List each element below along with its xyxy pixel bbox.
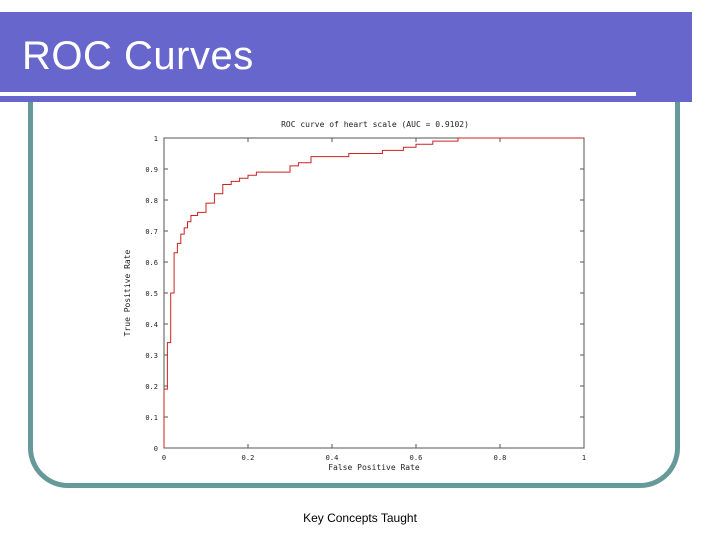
roc-chart: ROC curve of heart scale (AUC = 0.9102) … <box>110 112 610 487</box>
title-bar-notch <box>692 12 720 102</box>
content-frame <box>28 102 680 488</box>
x-axis-ticks: 0 0.2 0.4 0.6 0.8 1 <box>162 138 586 462</box>
y-tick-label: 0.2 <box>145 383 158 391</box>
y-axis-ticks: 0 0.1 0.2 0.3 0.4 0.5 0.6 0.7 0.8 0.9 1 <box>145 135 584 453</box>
title-bar <box>0 12 720 102</box>
x-tick-label: 1 <box>582 454 586 462</box>
slide-footer: Key Concepts Taught <box>303 511 417 525</box>
y-tick-label: 0.6 <box>145 259 158 267</box>
x-tick-label: 0 <box>162 454 166 462</box>
y-tick-label: 0.3 <box>145 352 158 360</box>
roc-curve-line <box>163 137 584 448</box>
x-tick-label: 0.8 <box>494 454 507 462</box>
y-tick-label: 0.5 <box>145 290 158 298</box>
y-tick-label: 0.7 <box>145 228 158 236</box>
slide-title: ROC Curves <box>22 34 254 78</box>
x-axis-label: False Positive Rate <box>328 463 420 472</box>
y-tick-label: 0.1 <box>145 414 158 422</box>
y-tick-label: 1 <box>154 135 158 143</box>
x-tick-label: 0.4 <box>326 454 339 462</box>
x-tick-label: 0.6 <box>410 454 423 462</box>
chart-title: ROC curve of heart scale (AUC = 0.9102) <box>281 120 469 129</box>
y-tick-label: 0.4 <box>145 321 158 329</box>
roc-chart-svg: ROC curve of heart scale (AUC = 0.9102) … <box>123 120 586 472</box>
y-tick-label: 0 <box>154 445 158 453</box>
y-tick-label: 0.9 <box>145 166 158 174</box>
x-tick-label: 0.2 <box>242 454 255 462</box>
y-axis-label: True Positive Rate <box>123 249 132 336</box>
title-divider <box>0 92 636 96</box>
y-tick-label: 0.8 <box>145 197 158 205</box>
